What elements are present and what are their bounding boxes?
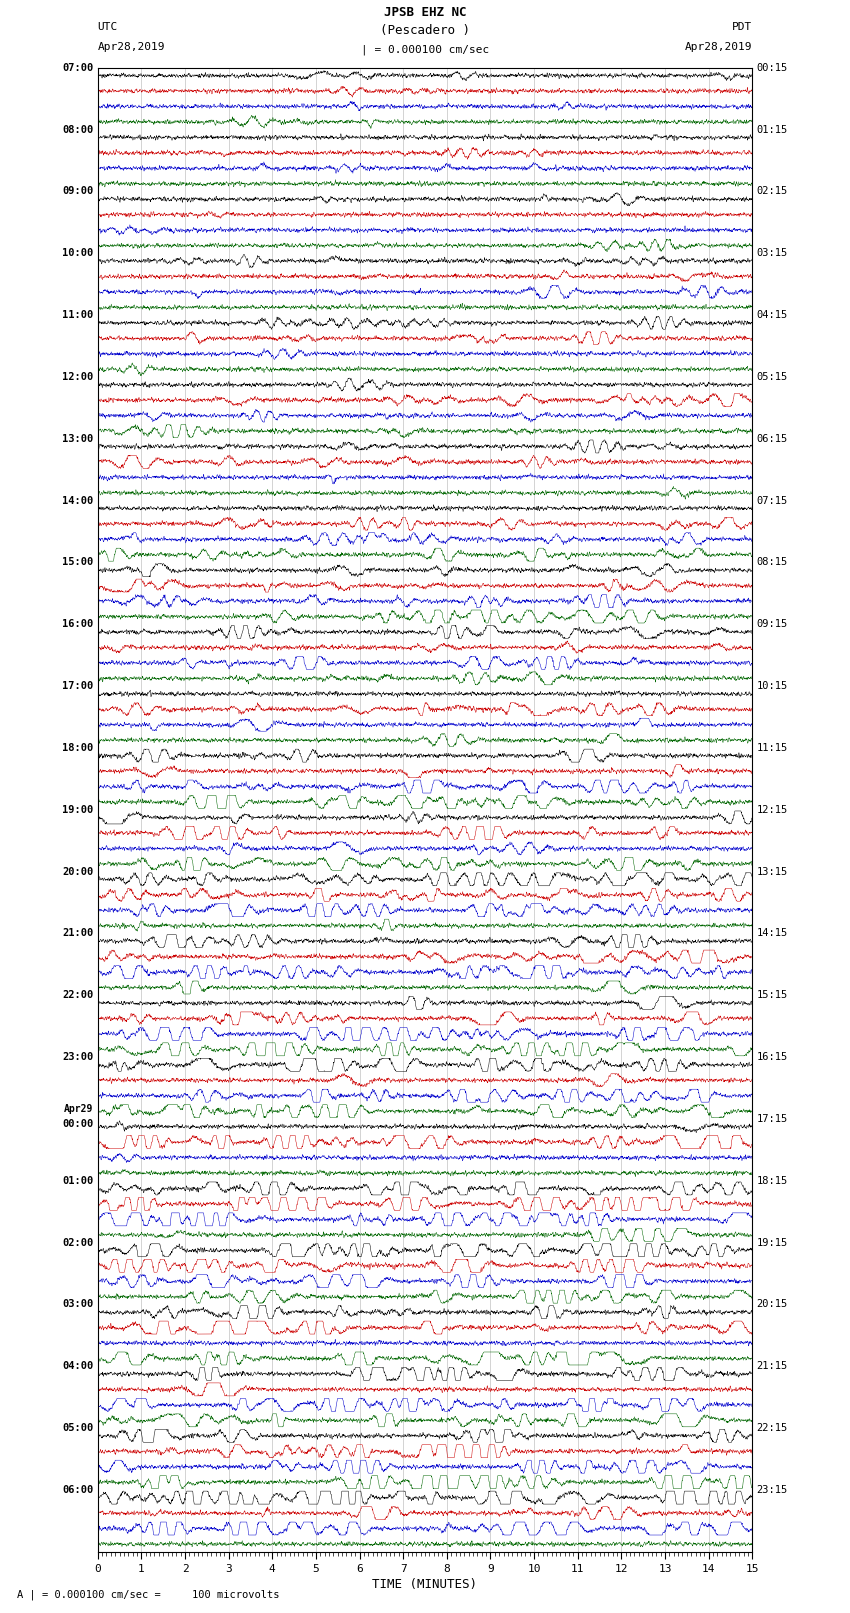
Text: 10:00: 10:00: [62, 248, 94, 258]
Text: 14:15: 14:15: [756, 929, 788, 939]
Text: 20:15: 20:15: [756, 1300, 788, 1310]
Text: 15:15: 15:15: [756, 990, 788, 1000]
Text: 18:15: 18:15: [756, 1176, 788, 1186]
Text: 07:15: 07:15: [756, 495, 788, 505]
Text: (Pescadero ): (Pescadero ): [380, 24, 470, 37]
Text: 15:00: 15:00: [62, 558, 94, 568]
Text: 00:00: 00:00: [62, 1119, 94, 1129]
Text: 10:15: 10:15: [756, 681, 788, 690]
Text: 19:00: 19:00: [62, 805, 94, 815]
Text: 12:15: 12:15: [756, 805, 788, 815]
Text: 00:15: 00:15: [756, 63, 788, 73]
Text: 09:00: 09:00: [62, 187, 94, 197]
Text: 04:15: 04:15: [756, 310, 788, 319]
Text: PDT: PDT: [732, 23, 752, 32]
Text: Apr28,2019: Apr28,2019: [98, 42, 165, 52]
Text: 11:15: 11:15: [756, 744, 788, 753]
Text: 18:00: 18:00: [62, 744, 94, 753]
Text: 20:00: 20:00: [62, 866, 94, 876]
Text: 02:15: 02:15: [756, 187, 788, 197]
Text: Apr28,2019: Apr28,2019: [685, 42, 752, 52]
Text: 22:15: 22:15: [756, 1423, 788, 1432]
Text: 12:00: 12:00: [62, 373, 94, 382]
X-axis label: TIME (MINUTES): TIME (MINUTES): [372, 1578, 478, 1590]
Text: 21:00: 21:00: [62, 929, 94, 939]
Text: UTC: UTC: [98, 23, 118, 32]
Text: 23:00: 23:00: [62, 1052, 94, 1061]
Text: 03:15: 03:15: [756, 248, 788, 258]
Text: 08:15: 08:15: [756, 558, 788, 568]
Text: 06:00: 06:00: [62, 1486, 94, 1495]
Text: 05:15: 05:15: [756, 373, 788, 382]
Text: Apr29: Apr29: [64, 1103, 94, 1115]
Text: A | = 0.000100 cm/sec =     100 microvolts: A | = 0.000100 cm/sec = 100 microvolts: [17, 1589, 280, 1600]
Text: 22:00: 22:00: [62, 990, 94, 1000]
Text: 08:00: 08:00: [62, 124, 94, 134]
Text: 13:15: 13:15: [756, 866, 788, 876]
Text: 16:00: 16:00: [62, 619, 94, 629]
Text: 04:00: 04:00: [62, 1361, 94, 1371]
Text: 06:15: 06:15: [756, 434, 788, 444]
Text: 17:00: 17:00: [62, 681, 94, 690]
Text: 11:00: 11:00: [62, 310, 94, 319]
Text: 09:15: 09:15: [756, 619, 788, 629]
Text: 14:00: 14:00: [62, 495, 94, 505]
Text: 03:00: 03:00: [62, 1300, 94, 1310]
Text: 23:15: 23:15: [756, 1486, 788, 1495]
Text: 05:00: 05:00: [62, 1423, 94, 1432]
Text: 19:15: 19:15: [756, 1237, 788, 1247]
Text: 21:15: 21:15: [756, 1361, 788, 1371]
Text: 16:15: 16:15: [756, 1052, 788, 1061]
Text: | = 0.000100 cm/sec: | = 0.000100 cm/sec: [361, 44, 489, 55]
Text: 01:00: 01:00: [62, 1176, 94, 1186]
Text: 07:00: 07:00: [62, 63, 94, 73]
Text: JPSB EHZ NC: JPSB EHZ NC: [383, 6, 467, 19]
Text: 13:00: 13:00: [62, 434, 94, 444]
Text: 01:15: 01:15: [756, 124, 788, 134]
Text: 02:00: 02:00: [62, 1237, 94, 1247]
Text: 17:15: 17:15: [756, 1115, 788, 1124]
